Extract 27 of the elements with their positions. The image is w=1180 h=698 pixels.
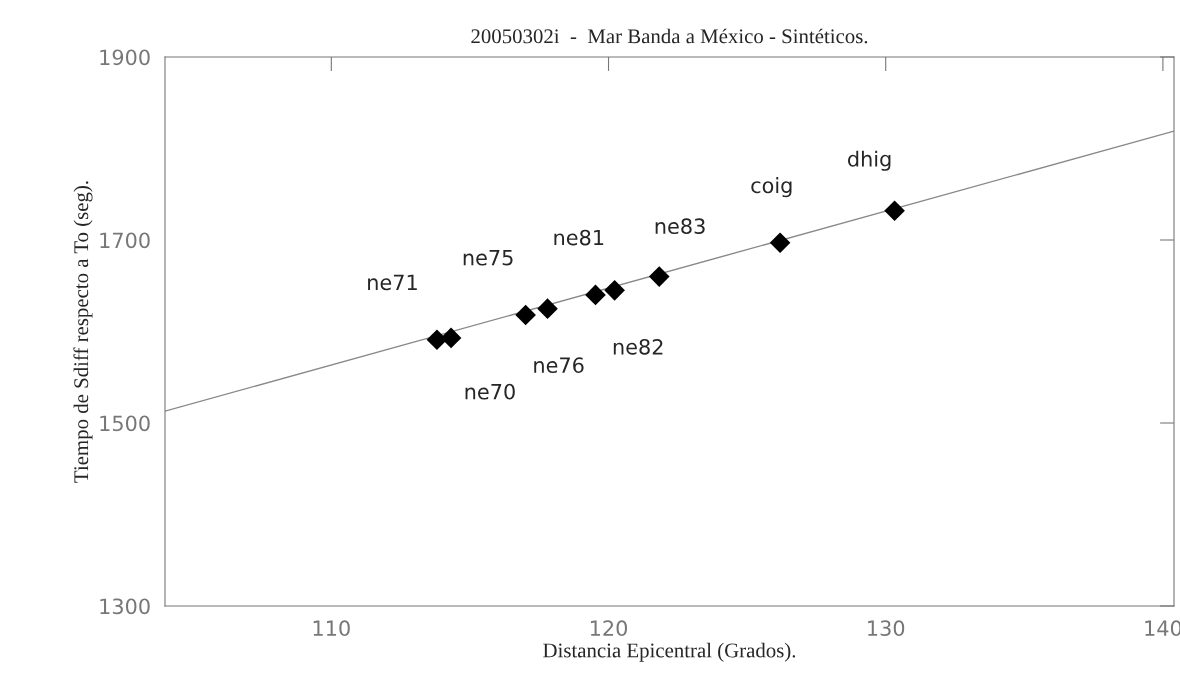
point <box>440 327 462 349</box>
annotation: dhig <box>848 150 891 171</box>
annotation: ne82 <box>613 338 663 355</box>
point <box>648 266 670 287</box>
point <box>884 200 905 222</box>
chart-title: 20050302i - Mar Banda a México - Sintéticos. <box>471 28 868 44</box>
annotation: ne71 <box>368 274 417 291</box>
y-tick-label: 1300 <box>100 598 150 615</box>
y-tick-label: 1500 <box>100 415 150 432</box>
x-axis-title: Distancia Epicentral (Grados). <box>543 642 796 662</box>
annotation: ne75 <box>463 250 513 266</box>
point <box>537 298 558 319</box>
annotation: coig <box>751 177 792 198</box>
point <box>604 280 625 301</box>
annotation: ne83 <box>655 218 705 235</box>
annotation: ne70 <box>465 383 515 400</box>
x-tick-label: 110 <box>313 620 350 637</box>
annotation: ne81 <box>554 229 604 246</box>
point <box>769 232 791 254</box>
y-axis-title: Tiempo de Sdiff respecto a To (seg). <box>73 181 93 483</box>
y-tick-label: 1700 <box>100 232 150 249</box>
x-tick-label: 130 <box>868 620 905 637</box>
annotation: ne76 <box>534 357 584 373</box>
point <box>515 304 536 326</box>
x-tick-label: 120 <box>590 620 628 637</box>
y-tick-label: 1900 <box>100 49 150 66</box>
point <box>585 284 606 306</box>
